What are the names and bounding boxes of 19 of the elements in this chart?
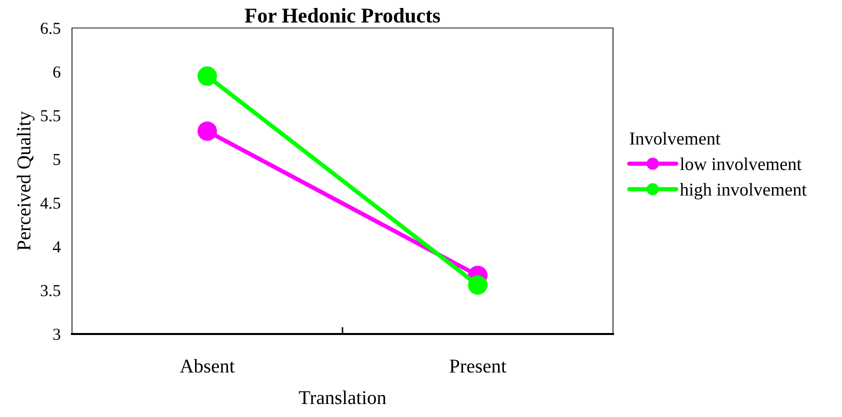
point xyxy=(468,275,488,295)
x-axis-title: Translation xyxy=(298,390,386,404)
y-tick-label: 4.5 xyxy=(40,198,60,209)
point xyxy=(198,121,217,141)
legend-label: low involvement xyxy=(680,157,802,170)
legend-label: high involvement xyxy=(680,183,807,200)
x-tick-label: Absent xyxy=(180,359,235,373)
y-tick-label: 5 xyxy=(54,154,60,166)
y-tick-label: 6 xyxy=(53,66,60,78)
y-tick-label: 6.5 xyxy=(40,22,60,34)
chart-title: For Hedonic Products xyxy=(244,8,440,23)
y-tick-label: 3.5 xyxy=(40,285,60,296)
point xyxy=(198,66,217,86)
legend-title: Involvement xyxy=(630,132,720,145)
x-tick-label: Present xyxy=(450,360,506,373)
y-tick-label: 5.5 xyxy=(41,110,60,122)
y-axis-title: Perceived Quality xyxy=(16,111,34,250)
y-tick-label: 3 xyxy=(53,328,60,340)
y-tick-label: 4 xyxy=(52,241,61,252)
